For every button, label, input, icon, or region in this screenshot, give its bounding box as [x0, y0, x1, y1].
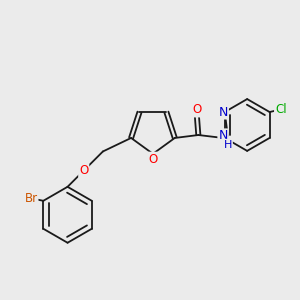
- Text: N: N: [219, 106, 228, 118]
- Text: O: O: [148, 153, 158, 166]
- Text: Cl: Cl: [275, 103, 286, 116]
- Text: O: O: [79, 164, 88, 177]
- Text: N: N: [218, 129, 228, 142]
- Text: H: H: [224, 140, 232, 150]
- Text: Br: Br: [24, 192, 38, 205]
- Text: O: O: [192, 103, 202, 116]
